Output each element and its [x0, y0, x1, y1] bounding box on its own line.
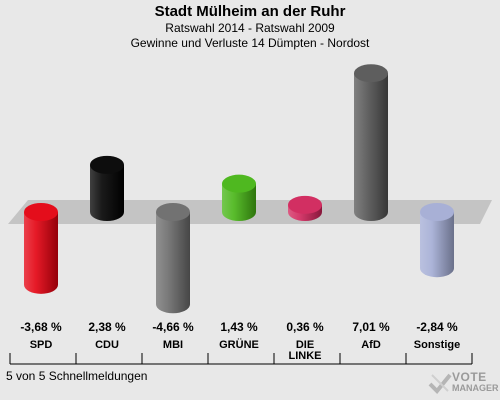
bar-grüne	[222, 174, 256, 221]
value-label: -4,66 %	[152, 320, 194, 334]
bar-top-cap	[156, 203, 190, 221]
category-label: AfD	[361, 339, 381, 351]
bar-bottom-cap	[24, 275, 58, 294]
category-label: LINKE	[289, 350, 322, 362]
logo-line-2: MANAGER	[452, 383, 499, 393]
bar-bottom-cap	[222, 203, 256, 221]
bar-mbi	[156, 203, 190, 314]
category-label: Sonstige	[414, 339, 460, 351]
bar-body	[156, 212, 190, 305]
bar-bottom-cap	[354, 203, 388, 221]
bar-top-cap	[354, 64, 388, 83]
value-label: 1,43 %	[220, 320, 258, 334]
value-label: 7,01 %	[352, 320, 390, 334]
category-label: GRÜNE	[219, 338, 259, 351]
bar-top-cap	[288, 195, 322, 214]
bar-top-cap	[24, 203, 58, 221]
bar-body	[24, 212, 58, 285]
chart-header: Stadt Mülheim an der Ruhr Ratswahl 2014 …	[0, 2, 500, 51]
bar-body	[354, 73, 388, 213]
value-label: -2,84 %	[416, 320, 458, 334]
value-label: 2,38 %	[88, 320, 126, 334]
status-text: 5 von 5 Schnellmeldungen	[6, 369, 148, 383]
bar-cdu	[90, 155, 124, 221]
category-label: MBI	[163, 339, 183, 351]
bar-top-cap	[222, 174, 256, 193]
chart-subtitle-1: Ratswahl 2014 - Ratswahl 2009	[165, 21, 335, 35]
bar-bottom-cap	[420, 259, 454, 278]
value-label: 0,36 %	[286, 320, 324, 334]
bar-spd	[24, 203, 58, 294]
bar-top-cap	[420, 203, 454, 221]
bar-bottom-cap	[156, 295, 190, 314]
bar-bottom-cap	[90, 203, 124, 221]
vote-manager-logo: VOTE MANAGER	[428, 368, 499, 398]
checkmark-icon	[428, 373, 452, 394]
bar-sonstige	[420, 203, 454, 278]
chart-title: Stadt Mülheim an der Ruhr	[154, 3, 346, 20]
bar-die-linke	[288, 195, 322, 221]
bar-top-cap	[90, 155, 124, 174]
value-label: -3,68 %	[20, 320, 62, 334]
bar-afd	[354, 64, 388, 221]
category-label: SPD	[30, 339, 53, 351]
category-label: DIE	[296, 339, 314, 351]
logo-line-1: VOTE	[452, 370, 487, 384]
bar-body	[420, 212, 454, 269]
category-label: CDU	[95, 339, 119, 351]
chart-subtitle-2: Gewinne und Verluste 14 Dümpten - Nordos…	[130, 36, 370, 50]
